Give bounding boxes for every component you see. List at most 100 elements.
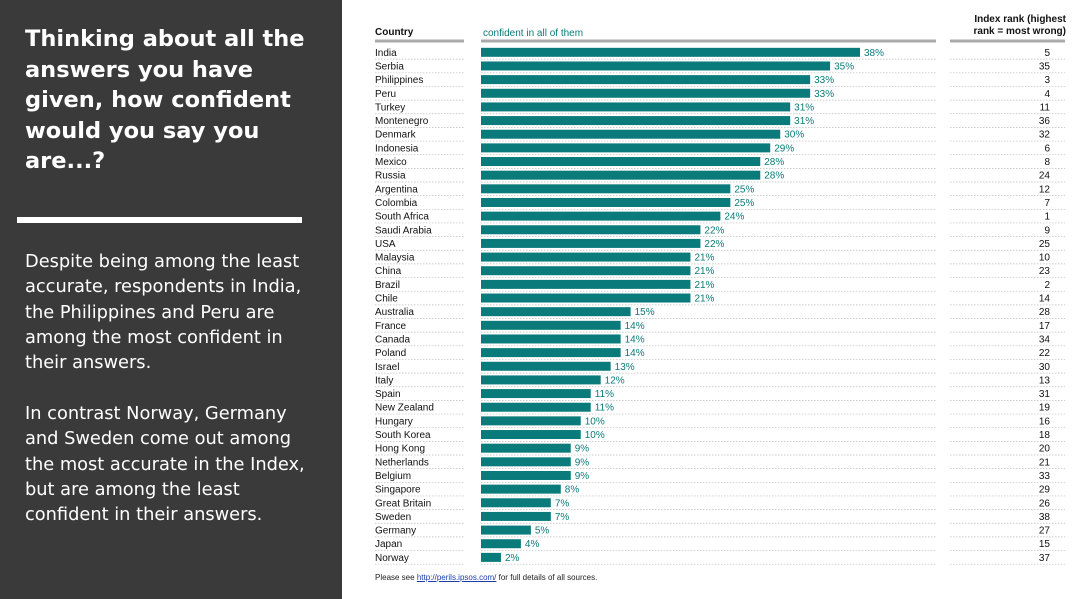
value-label: 8% (565, 485, 580, 496)
index-rank: 16 (1039, 416, 1051, 427)
country-label: Hungary (375, 416, 413, 427)
bar (481, 279, 691, 289)
country-label: Norway (375, 553, 409, 564)
bar (481, 75, 811, 85)
country-label: France (375, 321, 407, 332)
country-label: Denmark (375, 130, 417, 141)
country-label: Mexico (375, 157, 407, 168)
chart-headers: Country confident in all of them Index r… (375, 14, 1067, 43)
index-rank: 10 (1039, 253, 1051, 264)
index-rank: 1 (1044, 212, 1050, 223)
value-label: 9% (575, 471, 590, 482)
bar (481, 511, 551, 521)
index-rank: 26 (1039, 498, 1051, 509)
index-rank: 3 (1044, 75, 1050, 86)
bar (481, 225, 701, 235)
country-label: South Africa (375, 212, 429, 223)
index-rank: 27 (1039, 526, 1051, 537)
value-label: 21% (694, 253, 714, 264)
country-label: Japan (375, 539, 402, 550)
value-label: 7% (555, 498, 570, 509)
country-label: Montenegro (375, 116, 429, 127)
bar (481, 293, 691, 303)
sources-note: Please see http://perils.ipsos.com/ for … (375, 573, 597, 582)
index-rank: 28 (1039, 307, 1051, 318)
country-label: Brazil (375, 280, 400, 291)
summary-paragraph-1: Despite being among the least accurate, … (25, 251, 302, 374)
value-label: 12% (605, 375, 625, 386)
index-rank: 20 (1039, 444, 1051, 455)
value-label: 5% (535, 526, 550, 537)
value-label: 11% (595, 389, 614, 400)
bar (481, 266, 691, 276)
bar (481, 157, 761, 167)
value-label: 25% (734, 184, 754, 195)
index-rank: 9 (1044, 225, 1050, 236)
country-label: Saudi Arabia (375, 225, 432, 236)
index-rank: 15 (1039, 539, 1051, 550)
country-label: Turkey (375, 102, 405, 113)
country-label: Chile (375, 294, 398, 305)
bar (481, 47, 860, 57)
index-rank: 13 (1039, 375, 1051, 386)
bar (481, 539, 521, 549)
divider (17, 217, 302, 223)
bar (481, 252, 691, 262)
value-label: 33% (814, 89, 834, 100)
bar (481, 470, 571, 480)
value-label: 7% (555, 512, 570, 523)
index-rank: 5 (1044, 48, 1050, 59)
country-label: Poland (375, 348, 406, 359)
bar (481, 457, 571, 467)
country-label: Israel (375, 362, 399, 373)
value-label: 38% (864, 48, 884, 59)
country-label: Russia (375, 171, 406, 182)
bar (481, 170, 761, 180)
bar (481, 320, 621, 330)
bar (481, 389, 591, 399)
bar (481, 61, 831, 71)
value-label: 9% (575, 457, 590, 468)
country-label: Hong Kong (375, 444, 425, 455)
country-label: Philippines (375, 75, 423, 86)
value-label: 21% (694, 266, 714, 277)
country-label: Peru (375, 89, 396, 100)
value-label: 10% (585, 416, 605, 427)
value-label: 14% (625, 348, 645, 359)
bar (481, 361, 611, 371)
index-rank: 14 (1039, 294, 1051, 305)
value-label: 35% (834, 61, 854, 72)
index-rank: 21 (1039, 457, 1051, 468)
index-rank: 24 (1039, 171, 1051, 182)
value-label: 21% (694, 294, 714, 305)
index-rank: 11 (1040, 102, 1051, 113)
country-label: Belgium (375, 471, 411, 482)
rank-column-header-line2: rank = most wrong) (973, 26, 1066, 37)
index-rank: 23 (1039, 266, 1051, 277)
bar (481, 402, 591, 412)
index-rank: 36 (1039, 116, 1051, 127)
index-rank: 6 (1044, 143, 1050, 154)
bar (481, 307, 631, 317)
bar (481, 238, 701, 248)
bar (481, 430, 581, 440)
country-label: India (375, 48, 397, 59)
country-label: South Korea (375, 430, 431, 441)
country-label: New Zealand (375, 403, 434, 414)
bar (481, 334, 621, 344)
value-label: 30% (784, 130, 804, 141)
sources-link[interactable]: http://perils.ipsos.com/ (416, 573, 497, 582)
bar (481, 498, 551, 508)
bar (481, 484, 561, 494)
sources-note-suffix: for full details of all sources. (496, 573, 598, 582)
country-label: USA (375, 239, 396, 250)
country-label: Canada (375, 334, 410, 345)
value-label: 28% (764, 157, 784, 168)
bar (481, 443, 571, 453)
index-rank: 35 (1039, 61, 1051, 72)
value-label: 31% (794, 102, 814, 113)
value-label: 22% (704, 225, 724, 236)
summary-panel: Thinking about all the answers you have … (0, 0, 342, 599)
value-label: 14% (625, 334, 645, 345)
bar (481, 184, 731, 194)
